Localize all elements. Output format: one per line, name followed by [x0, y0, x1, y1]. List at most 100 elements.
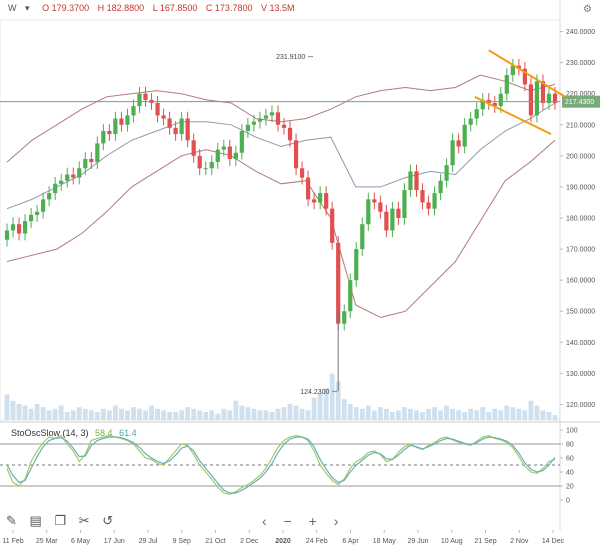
- candle-down: [293, 140, 299, 169]
- candle-up: [215, 149, 220, 163]
- ohlc-header: W ▾ O 179.3700 H 182.8800 L 167.8500 C 1…: [8, 3, 301, 14]
- candle-up: [22, 221, 28, 234]
- volume-bar: [534, 405, 540, 420]
- volume-bar: [540, 410, 546, 420]
- volume-bar: [311, 397, 317, 420]
- volume-bar: [137, 408, 142, 420]
- volume-bar: [257, 410, 263, 420]
- volume-bar: [516, 408, 522, 420]
- volume-bar: [426, 408, 431, 420]
- volume-bar: [347, 404, 353, 420]
- volume-bar: [420, 412, 425, 420]
- volume-bar: [444, 405, 450, 420]
- candle-up: [65, 174, 70, 181]
- volume-bar: [16, 404, 22, 420]
- volume-bar: [329, 373, 335, 420]
- candle-down: [16, 224, 22, 234]
- sto-y-tick-label: 40: [566, 470, 574, 477]
- volume-bar: [528, 400, 534, 420]
- volume-bar: [215, 413, 221, 420]
- candle-up: [354, 249, 359, 281]
- zoom-in-button[interactable]: +: [308, 513, 317, 529]
- volume-bar: [167, 412, 173, 420]
- candle-up: [438, 180, 443, 194]
- sto-y-tick-label: 80: [566, 442, 574, 449]
- volume-bar: [22, 405, 28, 420]
- volume-bar: [341, 399, 347, 420]
- symbol-label[interactable]: W: [8, 3, 17, 13]
- candle-up: [402, 190, 407, 218]
- candle-up: [203, 168, 208, 170]
- settings-icon[interactable]: ⚙: [583, 4, 592, 15]
- candle-down: [330, 208, 335, 243]
- volume-bar: [359, 408, 365, 420]
- candle-up: [101, 130, 106, 144]
- candle-up: [77, 168, 82, 178]
- volume-value: V 13.5M: [260, 3, 295, 13]
- trend-channel-upper[interactable]: [488, 49, 566, 98]
- candle-up: [47, 193, 52, 200]
- candle-down: [107, 130, 112, 135]
- volume-bar: [40, 407, 46, 420]
- volume-bar: [197, 410, 203, 420]
- volume-bar: [179, 410, 185, 420]
- pencil-icon[interactable]: ✎: [6, 513, 17, 528]
- volume-bar: [245, 407, 251, 420]
- candle-up: [35, 211, 40, 215]
- candle-down: [372, 199, 377, 203]
- candle-up: [450, 140, 455, 166]
- volume-bar: [474, 410, 480, 420]
- volume-bar: [221, 408, 227, 420]
- volume-bar: [70, 410, 76, 420]
- undo-icon[interactable]: ↺: [102, 513, 114, 528]
- candle-down: [516, 65, 521, 69]
- candle-down: [173, 127, 178, 135]
- volume-bar: [131, 407, 136, 420]
- sto-d-line: [6, 436, 556, 494]
- x-tick-label: 18 May: [373, 538, 396, 545]
- indicators-icon[interactable]: ▤: [29, 513, 42, 528]
- volume-bar: [275, 408, 281, 420]
- zoom-out-button[interactable]: −: [283, 513, 292, 529]
- sto-y-tick-label: 20: [566, 484, 574, 491]
- x-tick-label: 29 Jun: [407, 538, 428, 545]
- trend-channel-lower[interactable]: [474, 95, 552, 135]
- volume-bar: [504, 405, 510, 420]
- candle-up: [504, 75, 509, 94]
- scroll-right-button[interactable]: ›: [333, 513, 339, 529]
- volume-bar: [269, 412, 275, 420]
- volume-bar: [432, 407, 437, 420]
- layers-icon[interactable]: ❐: [54, 513, 67, 528]
- candle-up: [209, 162, 214, 169]
- candle-down: [275, 112, 281, 125]
- volume-bar: [82, 408, 88, 420]
- high-low-annotation: 124.2300: [300, 389, 329, 396]
- candle-up: [221, 146, 226, 150]
- candle-up: [318, 193, 323, 203]
- candle-up: [53, 183, 58, 194]
- volume-bar: [389, 412, 395, 420]
- volume-bar: [522, 410, 528, 420]
- x-tick-label: 17 Jun: [104, 538, 125, 545]
- candle-up: [179, 118, 184, 135]
- drawing-toolbar: ✎ ▤ ❐ ✂ ↺: [6, 513, 122, 529]
- volume-bar: [64, 412, 70, 420]
- candle-up: [546, 93, 552, 104]
- high-value: H 182.8800: [97, 3, 145, 13]
- volume-bar: [10, 400, 16, 420]
- scroll-left-button[interactable]: ‹: [262, 513, 267, 529]
- y-tick-label: 180.0000: [566, 216, 595, 223]
- candle-down: [161, 115, 166, 119]
- candle-down: [155, 103, 160, 116]
- volume-bar: [94, 412, 100, 420]
- volume-bar: [203, 412, 209, 420]
- candle-up: [360, 224, 365, 250]
- x-tick-label: 29 Jul: [139, 538, 158, 545]
- symbol-dropdown-icon[interactable]: ▾: [25, 3, 30, 13]
- y-tick-label: 160.0000: [566, 278, 595, 285]
- volume-bar: [88, 410, 94, 420]
- candle-up: [41, 199, 46, 212]
- volume-bar: [468, 408, 474, 420]
- scissors-icon[interactable]: ✂: [78, 513, 90, 528]
